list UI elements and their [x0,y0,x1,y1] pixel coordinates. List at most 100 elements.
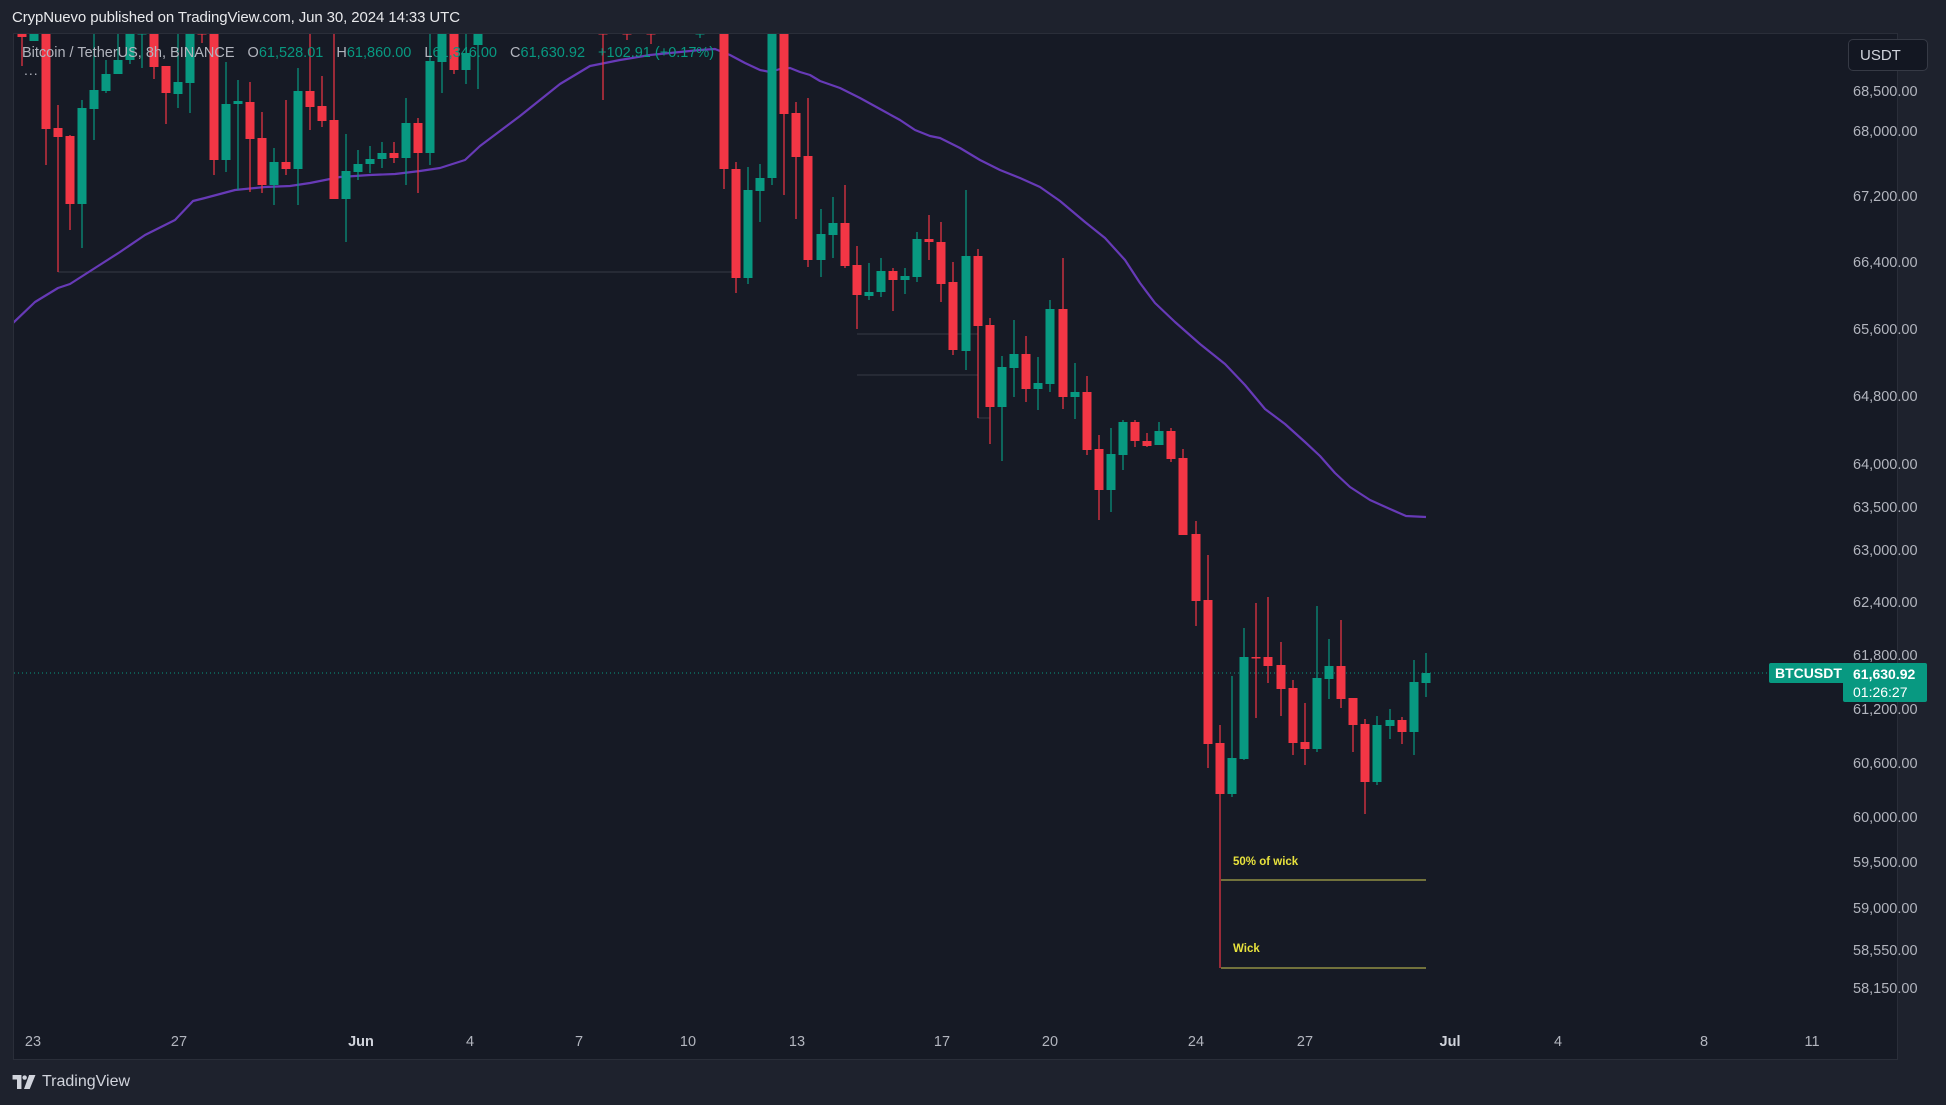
time-tick-label: 27 [1296,1034,1314,1050]
moving-average-line [14,47,1427,519]
candle-body [1058,309,1068,397]
candle-body [425,61,435,153]
candle-body [948,282,958,350]
candle-body [209,34,219,160]
candle-body [149,34,159,67]
candle-body [173,82,183,94]
close-label: C [510,45,521,61]
candle-body [731,169,741,278]
time-tick-label: 11 [1804,1034,1820,1050]
time-tick-label: 13 [788,1034,806,1050]
candle-body [816,234,826,260]
candle-body [924,239,934,242]
candle-body [646,34,656,35]
candle-body [1142,441,1152,446]
candle-body [1312,678,1322,749]
candle-body [1360,724,1370,782]
candle-body [1251,657,1261,659]
annotation-wick[interactable]: Wick [1233,943,1260,955]
symbol-price-tag: BTCUSDT [1769,663,1848,683]
high-value: 61,860.00 [346,45,412,61]
candle-body [755,178,765,191]
price-tick-label: 63,500.00 [1853,500,1918,516]
time-tick-label: 27 [170,1034,188,1050]
publisher-line: CrypNuevo published on TradingView.com, … [12,9,460,26]
low-value: 61,346.00 [432,45,497,61]
candle-body [365,159,375,164]
candle-body [961,256,971,351]
candle-body [779,34,789,114]
price-tick-label: 66,400.00 [1853,255,1918,271]
candle-body [1348,698,1358,725]
candle-body [864,292,874,296]
price-tick-label: 62,400.00 [1853,595,1918,611]
candle-body [828,223,838,235]
candle-body [1397,720,1407,732]
candle-body [1178,458,1188,535]
candle-body [1372,725,1382,782]
price-tick-label: 67,200.00 [1853,189,1918,205]
candle-body [1288,688,1298,743]
candle-body [293,91,303,169]
symbol-description[interactable]: Bitcoin / TetherUS, 8h, BINANCE [22,45,235,61]
price-tick-label: 65,600.00 [1853,322,1918,338]
last-price-tag: 61,630.92 01:26:27 [1843,663,1927,702]
candle-body [1009,354,1019,368]
currency-button[interactable]: USDT [1848,39,1928,71]
candle-body [973,256,983,326]
candle-body [329,120,339,199]
chart-pane[interactable] [13,33,1898,1060]
candle-body [1421,673,1431,683]
price-tick-label: 61,200.00 [1853,702,1918,718]
bar-countdown: 01:26:27 [1853,684,1908,700]
candle-body [1106,454,1116,490]
time-tick-label: 8 [1699,1034,1709,1050]
low-label: L [424,45,433,61]
candle-body [1094,449,1104,490]
candle-body [305,91,315,107]
candle-body [221,104,231,160]
price-tick-label: 60,600.00 [1853,756,1918,772]
candle-body [29,34,39,41]
candle-body [1263,657,1273,666]
candle-body [985,325,995,407]
symbol-legend[interactable]: Bitcoin / TetherUS, 8h, BINANCE O61,528.… [22,45,714,61]
legend-more-button[interactable]: ... [24,62,39,78]
annotation-half-wick[interactable]: 50% of wick [1233,856,1299,868]
candle-body [77,108,87,204]
candle-body [245,102,255,139]
candle-body [1215,743,1225,794]
candle-body [89,90,99,109]
candle-body [840,223,850,266]
price-tick-label: 59,500.00 [1853,855,1918,871]
candle-body [449,34,459,70]
candle-body [936,242,946,284]
candle-body [113,60,123,74]
candle-body [1227,758,1237,794]
time-tick-label: 17 [933,1034,951,1050]
candle-body [1070,392,1080,397]
candle-body [65,136,75,204]
candle-body [1082,392,1092,450]
time-tick-label: 10 [679,1034,697,1050]
candle-body [317,106,327,121]
candle-body [598,34,608,35]
candle-body [1239,657,1249,759]
candle-body [852,265,862,295]
candle-body [1300,742,1310,749]
time-tick-label: 20 [1041,1034,1059,1050]
price-tick-label: 58,150.00 [1853,981,1918,997]
change-value: +102.91 (+0.17%) [598,45,715,61]
time-tick-label: Jul [1439,1034,1461,1050]
price-tick-label: 59,000.00 [1853,901,1918,917]
candle-body [1203,600,1213,744]
time-tick-label: 24 [1187,1034,1205,1050]
close-value: 61,630.92 [520,45,586,61]
footer-brand: TradingView [12,1073,130,1091]
candle-body [900,276,910,280]
candle-body [137,34,147,35]
price-tick-label: 68,000.00 [1853,124,1918,140]
candle-body [767,34,777,178]
candle-body [197,34,207,35]
